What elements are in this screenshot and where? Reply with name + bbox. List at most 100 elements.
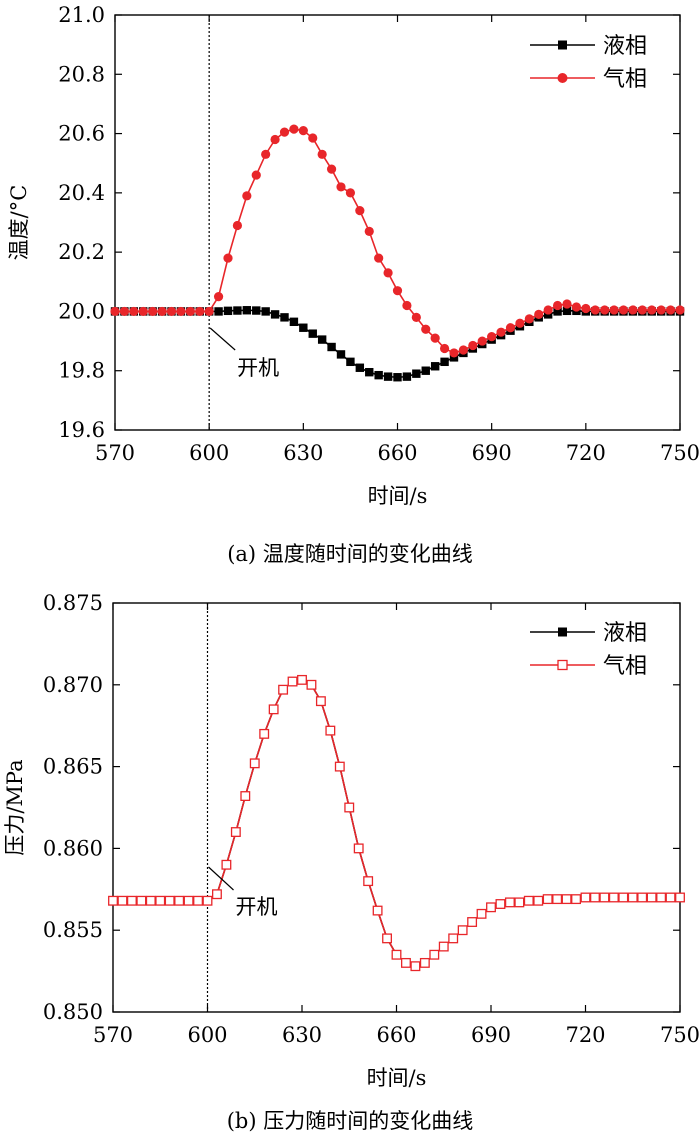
legend-label-0: 液相 [603, 34, 647, 59]
legend-marker-1 [557, 73, 568, 83]
data-point [383, 372, 393, 381]
data-point [157, 306, 167, 317]
data-point [242, 306, 252, 315]
x-tick-label: 630 [282, 1023, 322, 1047]
y-tick-label: 20.4 [58, 181, 105, 205]
y-tick-label: 0.870 [43, 673, 103, 697]
data-point [637, 892, 648, 903]
data-point [515, 318, 525, 328]
data-point [505, 323, 516, 333]
data-point [308, 329, 317, 338]
data-point [136, 895, 147, 906]
y-axis-label: 压力/MPa [3, 759, 27, 855]
x-tick-label: 600 [189, 441, 229, 465]
data-point [364, 226, 374, 236]
series-line-1 [113, 679, 680, 968]
data-point [496, 327, 506, 337]
data-point [336, 350, 346, 359]
data-point [628, 305, 638, 315]
y-tick-label: 19.6 [58, 418, 105, 442]
data-point [382, 933, 393, 944]
data-point [261, 307, 270, 316]
legend-marker-1 [557, 659, 568, 671]
data-point [495, 899, 506, 909]
x-tick-label: 570 [95, 441, 135, 465]
data-point [467, 917, 478, 927]
data-point [533, 895, 544, 906]
annotation-leader [209, 327, 236, 351]
data-point [280, 313, 289, 322]
data-point [571, 894, 582, 905]
x-tick-label: 690 [472, 441, 512, 465]
legend-label-0: 液相 [603, 621, 647, 646]
data-point [553, 307, 562, 316]
data-point [476, 908, 487, 919]
y-tick-label: 0.850 [43, 1000, 103, 1024]
data-point [675, 305, 685, 315]
data-point [618, 305, 629, 315]
data-point [552, 894, 563, 905]
data-point [448, 933, 459, 944]
data-point [261, 149, 271, 159]
annotation-startup: 开机 [237, 356, 279, 380]
series-line-0 [115, 309, 680, 379]
data-point [355, 206, 365, 216]
data-point [289, 317, 299, 327]
data-point [249, 758, 260, 769]
legend-label-1: 气相 [603, 67, 647, 92]
x-tick-label: 630 [283, 441, 323, 465]
data-point [221, 859, 232, 870]
data-point [211, 889, 222, 900]
data-point [392, 286, 403, 296]
data-point [421, 324, 431, 334]
data-point [174, 895, 185, 906]
data-point [193, 895, 204, 906]
data-point [176, 306, 186, 317]
data-point [315, 696, 326, 707]
data-point [155, 895, 166, 906]
data-point [317, 149, 327, 159]
series-line-1 [115, 128, 680, 354]
data-point [232, 220, 243, 231]
data-point [195, 306, 205, 317]
data-point [429, 949, 440, 960]
data-point [400, 957, 411, 968]
x-tick-label: 690 [471, 1023, 511, 1047]
data-point [534, 309, 544, 319]
legend-marker-0 [558, 40, 567, 50]
data-point [609, 305, 619, 315]
data-point [259, 728, 270, 739]
data-point [325, 725, 336, 736]
data-point [411, 312, 421, 322]
annotation-leader [208, 866, 234, 891]
data-point [438, 941, 449, 952]
data-point [298, 126, 308, 136]
data-point [138, 306, 148, 317]
data-point [240, 791, 251, 801]
data-point [185, 306, 195, 317]
figure-caption: (b) 压力随时间的变化曲线 [227, 1109, 474, 1133]
data-point [374, 253, 384, 263]
data-point [344, 802, 355, 813]
data-point [486, 902, 496, 913]
data-point [287, 676, 298, 687]
data-point [393, 373, 402, 382]
data-point [430, 362, 440, 371]
data-point [543, 305, 553, 315]
data-point [458, 345, 469, 355]
data-point [647, 305, 657, 315]
data-point [675, 892, 685, 903]
data-point [590, 305, 600, 315]
legend-marker-0 [558, 627, 567, 637]
data-point [289, 124, 299, 134]
data-point [233, 306, 242, 315]
data-point [580, 892, 591, 903]
y-tick-label: 20.8 [58, 62, 105, 86]
data-point [590, 892, 600, 903]
data-point [562, 306, 572, 316]
data-point [110, 306, 120, 317]
plot-frame [114, 14, 681, 431]
data-point [183, 895, 194, 906]
data-point [204, 306, 214, 317]
data-point [346, 357, 355, 367]
